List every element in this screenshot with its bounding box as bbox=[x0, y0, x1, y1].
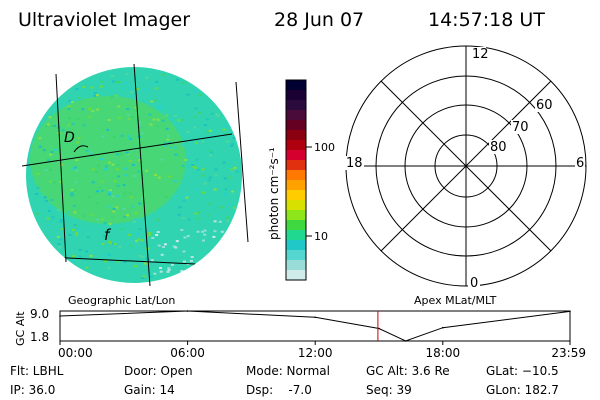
annotation-d: D bbox=[64, 130, 75, 146]
gc-alt-plot bbox=[59, 310, 571, 342]
mlt-label-18: 18 bbox=[346, 156, 363, 171]
gc-alt-x-tick-label: 23:59 bbox=[551, 346, 586, 360]
landmass-outline bbox=[73, 145, 89, 153]
mlt-label-bg bbox=[470, 47, 486, 61]
colorbar bbox=[286, 80, 306, 281]
colorbar-band bbox=[286, 230, 306, 241]
status-dsp: Dsp: -7.0 bbox=[246, 383, 312, 397]
geographic-title: Geographic Lat/Lon bbox=[68, 294, 175, 307]
uv-image-disk bbox=[26, 67, 242, 283]
gc-alt-x-tick-label: 18:00 bbox=[426, 346, 461, 360]
colorbar-band bbox=[286, 110, 306, 121]
status-seq: Seq: 39 bbox=[366, 383, 412, 397]
polar-mlt-plot bbox=[345, 45, 587, 287]
mlat-label-bg bbox=[489, 140, 507, 154]
gc-alt-x-axis: 00:00 06:00 12:00 18:00 23:59 bbox=[58, 341, 586, 360]
colorbar-band bbox=[286, 100, 306, 111]
gc-alt-point bbox=[186, 310, 189, 312]
colorbar-frame bbox=[285, 79, 307, 281]
mlt-label-bg bbox=[344, 156, 364, 170]
colorbar-band bbox=[286, 130, 306, 141]
colorbar-band bbox=[286, 190, 306, 201]
colorbar-band bbox=[286, 140, 306, 151]
gc-alt-point bbox=[314, 316, 317, 319]
status-ip: IP: 36.0 bbox=[10, 383, 55, 397]
mlat-label-bg bbox=[535, 98, 553, 112]
gc-alt-x-tick-label: 12:00 bbox=[298, 346, 333, 360]
colorbar-band bbox=[286, 170, 306, 181]
colorbar-tick-label: 100 bbox=[314, 141, 335, 154]
gc-alt-point bbox=[442, 326, 444, 329]
gc-alt-point bbox=[59, 315, 61, 317]
gc-alt-point bbox=[378, 327, 380, 330]
mlat-label-70: 70 bbox=[512, 120, 529, 135]
gc-alt-tick-label: 1.8 bbox=[30, 330, 49, 344]
status-glon: GLon: 182.7 bbox=[486, 383, 559, 397]
status-gain: Gain: 14 bbox=[124, 383, 175, 397]
status-gc-alt: GC Alt: 3.6 Re bbox=[366, 364, 450, 378]
app-title: Ultraviolet Imager bbox=[18, 9, 190, 31]
gc-alt-frame bbox=[59, 310, 571, 342]
mlat-label-bg bbox=[511, 120, 529, 134]
colorbar-band bbox=[286, 150, 306, 161]
status-mode: Mode: Normal bbox=[246, 364, 330, 378]
mlt-label-12: 12 bbox=[472, 47, 489, 62]
colorbar-band bbox=[286, 270, 306, 281]
gc-alt-x-tick-label: 00:00 bbox=[58, 346, 93, 360]
status-glat: GLat: −10.5 bbox=[486, 364, 559, 378]
gc-alt-axis-label: GC Alt bbox=[14, 311, 27, 346]
colorbar-band bbox=[286, 80, 306, 91]
colorbar-band bbox=[286, 90, 306, 101]
gc-alt-x-tick-label: 06:00 bbox=[170, 346, 205, 360]
gc-alt-point bbox=[404, 340, 407, 342]
apex-title: Apex MLat/MLT bbox=[414, 294, 497, 307]
status-door: Door: Open bbox=[124, 364, 193, 378]
colorbar-band bbox=[286, 210, 306, 221]
colorbar-band bbox=[286, 240, 306, 251]
mlt-label-0: 0 bbox=[470, 276, 478, 291]
colorbar-unit-label: photon cm⁻²s⁻¹ bbox=[267, 147, 281, 240]
colorbar-band bbox=[286, 260, 306, 271]
colorbar-band bbox=[286, 160, 306, 171]
gc-alt-series-line bbox=[59, 310, 571, 342]
mlat-label-80: 80 bbox=[490, 140, 507, 155]
status-filter: Flt: LBHL bbox=[10, 364, 64, 378]
mlt-label-bg bbox=[575, 156, 585, 170]
mlt-label-bg bbox=[468, 276, 480, 290]
colorbar-band bbox=[286, 200, 306, 211]
mlt-label-6: 6 bbox=[576, 156, 584, 171]
gc-alt-point bbox=[569, 310, 571, 313]
colorbar-band bbox=[286, 180, 306, 191]
gc-alt-tick-label: 9.0 bbox=[30, 307, 49, 321]
header-time: 14:57:18 UT bbox=[428, 9, 545, 31]
colorbar-tick-label: 10 bbox=[314, 230, 328, 243]
header-date: 28 Jun 07 bbox=[274, 9, 364, 31]
colorbar-band bbox=[286, 220, 306, 231]
mlat-label-60: 60 bbox=[536, 98, 553, 113]
annotation-f: f bbox=[104, 226, 112, 244]
colorbar-band bbox=[286, 250, 306, 261]
colorbar-band bbox=[286, 120, 306, 131]
